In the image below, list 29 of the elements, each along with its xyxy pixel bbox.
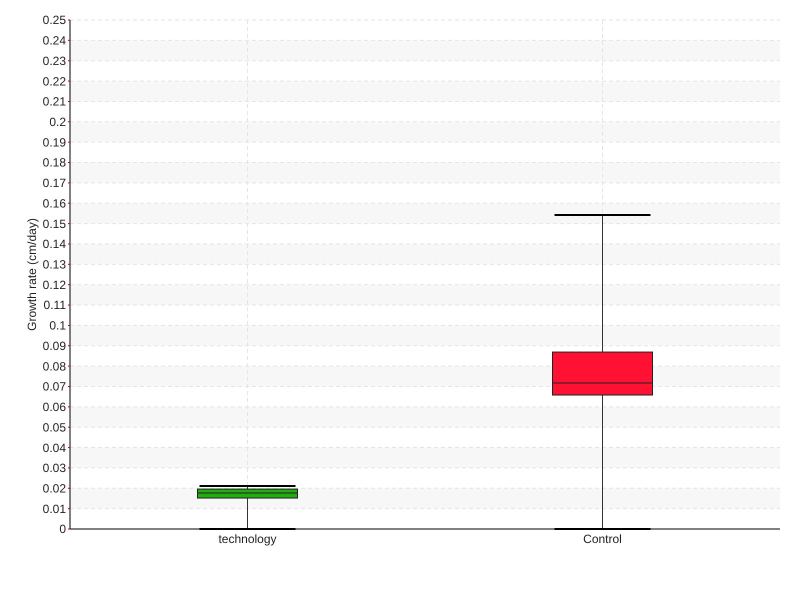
y-tick-label: 0.07 — [42, 380, 66, 394]
y-tick-label: 0.24 — [42, 34, 66, 48]
y-tick-label: 0.15 — [42, 216, 66, 231]
y-tick-label: 0.16 — [42, 196, 66, 210]
y-tick-label: 0.06 — [42, 400, 66, 414]
y-tick-label: 0.12 — [42, 278, 66, 292]
y-tick-label: 0.02 — [42, 481, 66, 496]
y-tick-label: 0.04 — [42, 440, 66, 455]
y-axis-title: Growth rate (cm/day) — [25, 218, 39, 331]
y-tick-label: 0.08 — [42, 359, 66, 374]
y-tick-label: 0.11 — [44, 298, 66, 312]
y-tick-label: 0.23 — [42, 54, 66, 68]
y-tick-label: 0.03 — [42, 461, 66, 476]
y-tick-label: 0.05 — [42, 420, 66, 434]
y-tick-label: 0.2 — [49, 115, 66, 129]
y-tick-label: 0.19 — [42, 135, 66, 150]
x-tick-label: technology — [218, 532, 277, 546]
y-tick-label: 0.18 — [42, 156, 66, 170]
y-tick-label: 0.21 — [42, 94, 66, 109]
x-tick-label: Control — [583, 532, 622, 546]
y-tick-label: 0.25 — [42, 13, 66, 28]
y-tick-label: 0 — [59, 522, 66, 536]
y-tick-label: 0.09 — [42, 338, 66, 353]
y-tick-label: 0.01 — [42, 502, 66, 516]
y-tick-label: 0.17 — [42, 176, 66, 190]
y-tick-label: 0.1 — [49, 318, 66, 333]
y-tick-label: 0.22 — [42, 74, 66, 88]
y-tick-label: 0.14 — [42, 237, 66, 252]
y-tick-label: 0.13 — [42, 258, 66, 272]
